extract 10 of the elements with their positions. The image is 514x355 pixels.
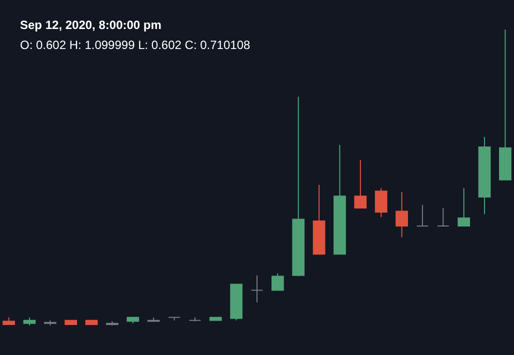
- candlestick: [416, 204, 429, 227]
- candlestick: [374, 188, 388, 218]
- annotation: O: 0.602 H: 1.099999 L: 0.602 C: 0.710108: [20, 38, 250, 52]
- annotation: Sep 12, 2020, 8:00:00 pm: [20, 18, 162, 32]
- candlestick: [271, 272, 284, 291]
- candlestick: [396, 191, 408, 238]
- candlestick: [436, 207, 450, 227]
- candlestick: [458, 188, 470, 227]
- candlestick: [250, 274, 264, 303]
- candlestick: [354, 160, 367, 208]
